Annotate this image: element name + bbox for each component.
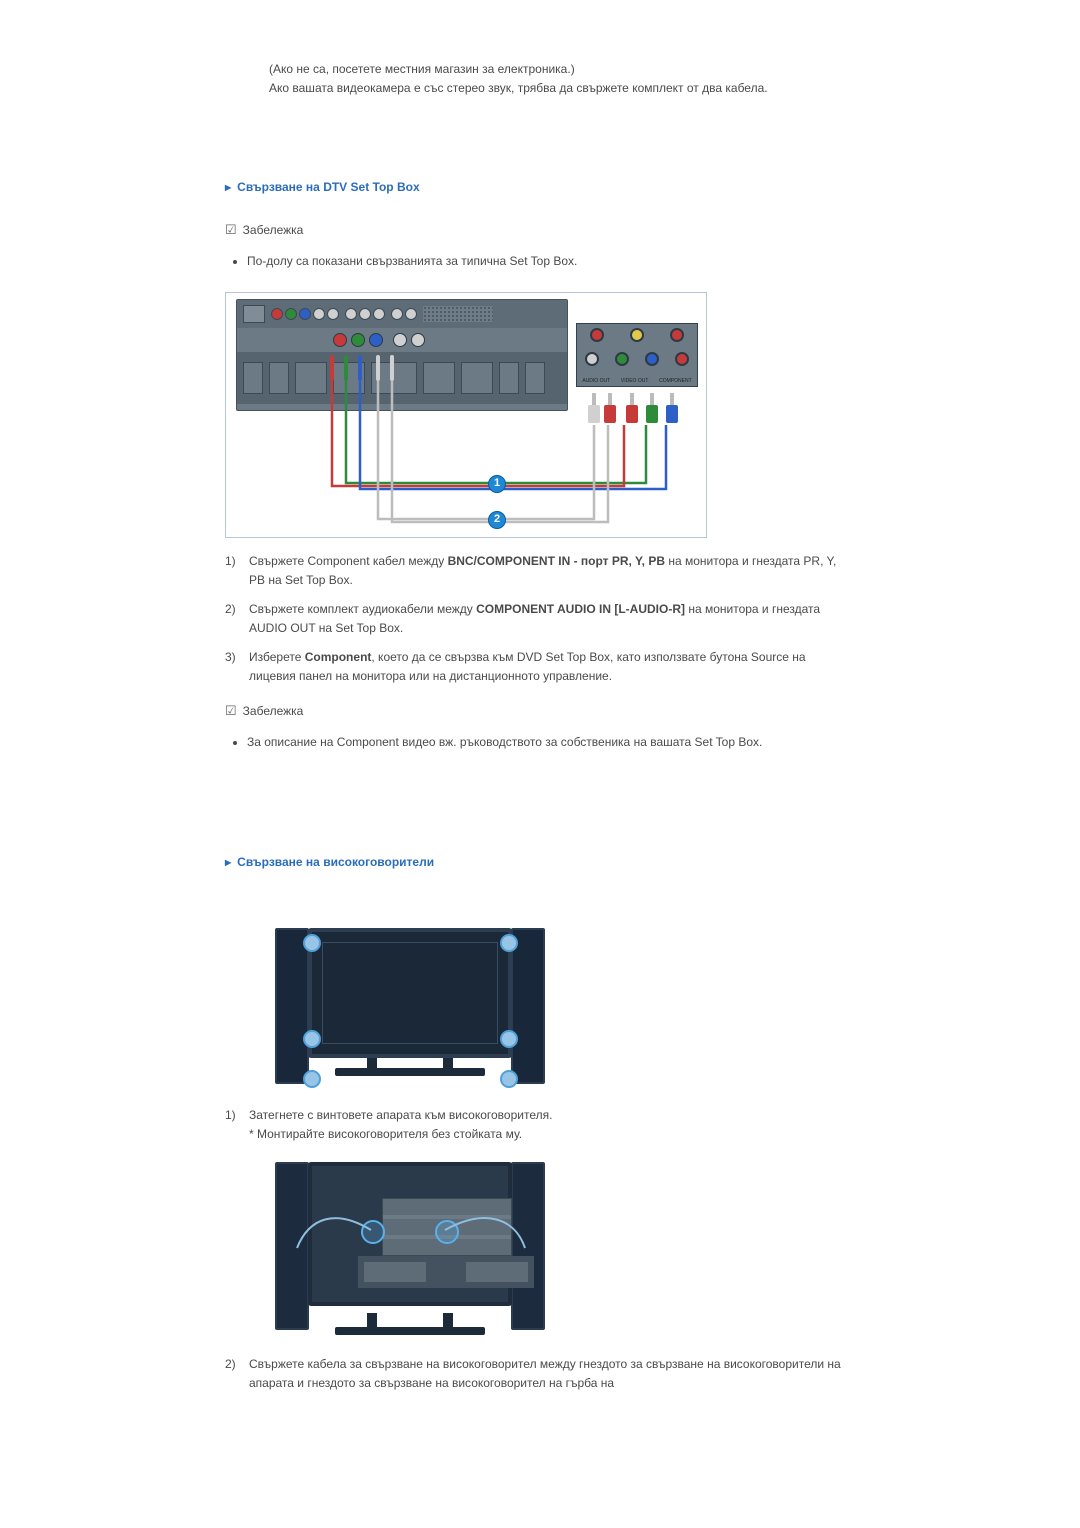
dtv-connection-diagram: AUDIO OUT VIDEO OUT COMPONENT 1 2 (225, 292, 707, 538)
section1-step: 1) Свържете Component кабел между BNC/CO… (225, 552, 855, 590)
section1-step: 3) Изберете Component, което да се свърз… (225, 648, 855, 686)
step-number: 2) (225, 600, 249, 638)
section2-step2-list: 2) Свържете кабела за свързване на висок… (225, 1355, 855, 1393)
speaker-rear-diagram (275, 1158, 545, 1341)
speaker-right (511, 928, 545, 1084)
section1-note-item: По-долу са показани свързванията за типи… (247, 252, 855, 271)
speaker-wiring-svg (275, 1158, 545, 1341)
screw-icon (303, 1070, 321, 1088)
diagram-badge-1: 1 (488, 475, 506, 493)
step-text: Изберете Component, което да се свързва … (249, 648, 855, 686)
section2-heading: Свързване на високоговорители (225, 853, 855, 872)
tv-front (308, 928, 512, 1058)
section1-steps: 1) Свържете Component кабел между BNC/CO… (225, 552, 855, 687)
step-number: 2) (225, 1355, 249, 1393)
step-text: Свържете комплект аудиокабели между COMP… (249, 600, 855, 638)
screw-icon (500, 1070, 518, 1088)
section1-heading: Свързване на DTV Set Top Box (225, 178, 855, 197)
intro-line-2: Ако вашата видеокамера е със стерео звук… (269, 79, 855, 98)
diagram-badge-2: 2 (488, 511, 506, 529)
document-page: (Ако не са, посетете местния магазин за … (0, 0, 1080, 1528)
section2-step: 2) Свържете кабела за свързване на висок… (225, 1355, 855, 1393)
step-text: Свържете Component кабел между BNC/COMPO… (249, 552, 855, 590)
intro-line-1: (Ако не са, посетете местния магазин за … (269, 60, 855, 79)
step-number: 3) (225, 648, 249, 686)
section2-step: 1) Затегнете с винтовете апарата към вис… (225, 1106, 855, 1144)
step-number: 1) (225, 552, 249, 590)
section1-note2-list: За описание на Component видео вж. ръков… (225, 733, 855, 752)
section1-note2-item: За описание на Component видео вж. ръков… (247, 733, 855, 752)
intro-block: (Ако не са, посетете местния магазин за … (269, 60, 855, 98)
section1-note-list: По-долу са показани свързванията за типи… (225, 252, 855, 271)
section1-note-label: Забележка (225, 220, 855, 241)
screw-icon (500, 934, 518, 952)
screw-icon (303, 934, 321, 952)
wiring-svg (226, 293, 706, 537)
section1-note2-label: Забележка (225, 701, 855, 722)
section1-step: 2) Свържете комплект аудиокабели между C… (225, 600, 855, 638)
step-text: Затегнете с винтовете апарата към високо… (249, 1106, 855, 1144)
step-text: Свържете кабела за свързване на високого… (249, 1355, 855, 1393)
speaker-front-diagram (275, 922, 545, 1092)
screw-icon (500, 1030, 518, 1048)
screw-icon (303, 1030, 321, 1048)
speaker-left (275, 928, 309, 1084)
section2-step1-list: 1) Затегнете с винтовете апарата към вис… (225, 1106, 855, 1144)
step-number: 1) (225, 1106, 249, 1144)
